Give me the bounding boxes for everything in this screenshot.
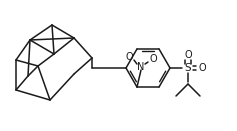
Text: S: S — [185, 63, 191, 73]
Text: O: O — [125, 52, 133, 62]
Text: N: N — [137, 62, 145, 72]
Text: O: O — [184, 50, 192, 60]
Text: O: O — [198, 63, 206, 73]
Text: O: O — [149, 54, 157, 64]
